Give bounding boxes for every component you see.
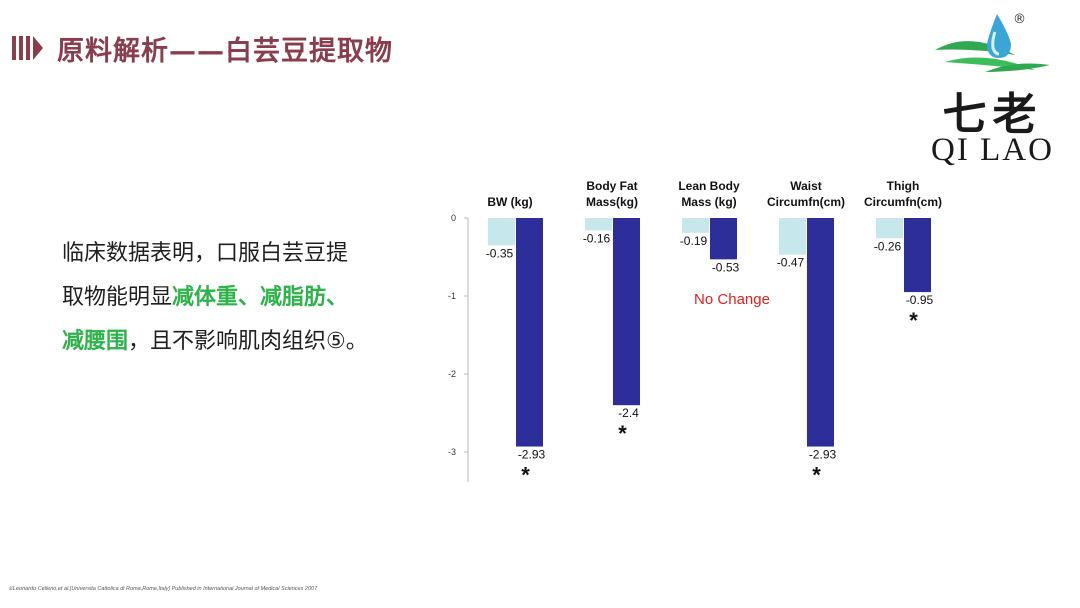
registered-mark: ® [1013, 12, 1026, 27]
significance-star: * [618, 421, 627, 446]
treatment-bar [904, 218, 931, 293]
bar-value-label: -0.26 [874, 239, 902, 253]
placebo-bar [585, 218, 612, 231]
slide-header: 原料解析——白芸豆提取物 [12, 28, 393, 68]
placebo-bar [779, 218, 806, 255]
bar-value-label: -0.53 [712, 260, 740, 274]
significance-star: * [909, 308, 918, 333]
bar-value-label: -0.16 [583, 231, 611, 245]
bar-value-label: -2.93 [809, 448, 837, 462]
category-label: Mass (kg) [681, 195, 736, 209]
y-tick-label: -2 [448, 369, 456, 379]
bar-value-label: -2.4 [618, 406, 639, 420]
leaf-drop-icon [935, 14, 1050, 72]
bar-value-label: -0.47 [777, 256, 805, 270]
treatment-bar [516, 218, 543, 447]
weight-change-bar-chart: 0 -1 -2 -3 BW (kg) Body Fat Mass(kg) Lean Body M… [448, 179, 942, 488]
body-line-1: 临床数据表明，口服白芸豆提 [62, 241, 349, 266]
body-paragraph: 临床数据表明，口服白芸豆提 取物能明显减体重、减脂肪、 减腰围，且不影响肌肉组织… [62, 232, 392, 364]
y-tick-label: -3 [448, 447, 456, 457]
bar-value-label: -0.19 [680, 234, 708, 248]
body-line-3: 减腰围，且不影响肌肉组织⑤。 [62, 320, 392, 364]
treatment-bar [807, 218, 834, 447]
category-label: Lean Body [678, 179, 740, 193]
body-highlight-1: 减体重、减脂肪、 [172, 285, 349, 310]
body-highlight-2: 减腰围 [62, 329, 129, 354]
category-label: Body Fat [586, 179, 637, 193]
bar-value-label: -0.35 [486, 246, 514, 260]
body-line-2: 取物能明显减体重、减脂肪、 [62, 276, 392, 320]
body-line-2-text: 取物能明显 [62, 285, 173, 310]
significance-star: * [812, 463, 821, 488]
bar-value-label: -2.93 [518, 448, 546, 462]
treatment-bar [613, 218, 640, 406]
bar-value-label: -0.95 [906, 293, 934, 307]
brand-logo: ® 七老 QI LAO [915, 10, 1070, 170]
y-tick-label: -1 [448, 291, 456, 301]
category-label: BW (kg) [487, 195, 532, 209]
reference-footnote: ①Leonardo Celleno,et al.[Universita Catt… [8, 586, 318, 592]
y-tick-label: 0 [451, 213, 456, 223]
placebo-bar [682, 218, 709, 233]
logo-english-text: QI LAO [931, 132, 1054, 168]
treatment-bar [710, 218, 737, 260]
category-label: Mass(kg) [586, 195, 638, 209]
category-label: Thigh [887, 179, 920, 193]
placebo-bar [488, 218, 515, 246]
no-change-annotation: No Change [694, 291, 770, 308]
title-stripes-icon [12, 36, 43, 60]
category-label: Waist [790, 179, 822, 193]
category-label: Circumfn(cm) [767, 195, 845, 209]
category-label: Circumfn(cm) [864, 195, 942, 209]
slide-title: 原料解析——白芸豆提取物 [57, 35, 393, 67]
significance-star: * [521, 463, 530, 488]
body-line-3-text: ，且不影响肌肉组织⑤。 [128, 329, 368, 354]
placebo-bar [876, 218, 903, 239]
logo-chinese-text: 七老 [942, 89, 1043, 140]
